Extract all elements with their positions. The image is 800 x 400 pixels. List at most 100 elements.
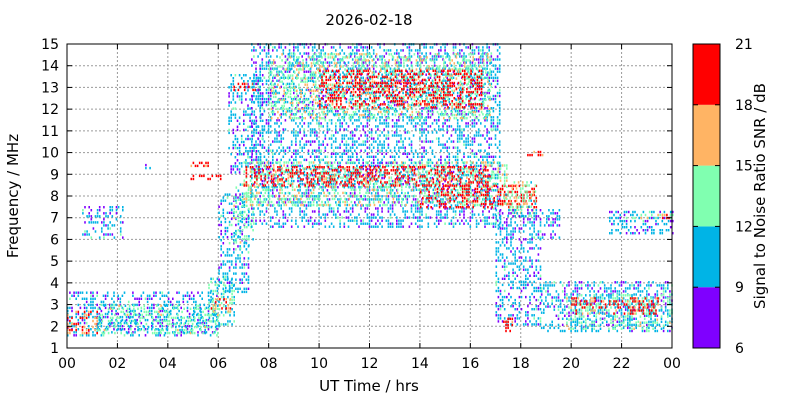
snr-cell [120, 304, 122, 307]
snr-cell [282, 82, 285, 86]
snr-cell [349, 161, 352, 165]
snr-cell [255, 189, 257, 192]
snr-cell [255, 122, 257, 125]
snr-cell [117, 297, 119, 300]
snr-cell [282, 149, 285, 152]
snr-cell [346, 86, 348, 89]
snr-cell [293, 161, 295, 165]
snr-cell [226, 260, 229, 263]
snr-cell [342, 77, 344, 80]
snr-cell [425, 198, 427, 201]
snr-cell [272, 110, 274, 113]
snr-cell [335, 73, 337, 76]
snr-cell [208, 325, 211, 329]
snr-cell [412, 103, 415, 107]
snr-cell [370, 137, 373, 140]
snr-cell [372, 58, 375, 61]
snr-cell [167, 315, 170, 319]
snr-cell [288, 116, 291, 119]
snr-cell [192, 174, 195, 178]
snr-cell [109, 209, 111, 212]
snr-cell [307, 149, 310, 152]
snr-cell [265, 119, 268, 122]
snr-cell [421, 61, 423, 64]
snr-cell [496, 125, 499, 128]
snr-cell [391, 100, 394, 104]
snr-cell [259, 201, 261, 204]
snr-cell [222, 199, 225, 202]
snr-cell [372, 213, 375, 216]
snr-cell [299, 155, 301, 158]
snr-cell [222, 289, 225, 293]
snr-cell [433, 155, 436, 158]
snr-cell [161, 318, 164, 322]
snr-cell [339, 82, 341, 86]
snr-cell [236, 165, 239, 168]
snr-cell [419, 216, 421, 219]
snr-cell [180, 334, 182, 337]
snr-cell [127, 315, 130, 319]
snr-cell [210, 325, 213, 329]
snr-cell [270, 107, 273, 111]
snr-cell [396, 198, 398, 201]
snr-cell [77, 322, 80, 326]
snr-cell [335, 49, 337, 52]
snr-cell [243, 113, 245, 116]
snr-cell [172, 307, 175, 310]
snr-cell [238, 162, 241, 165]
snr-cell [366, 155, 369, 158]
snr-cell [272, 140, 274, 143]
snr-cell [243, 287, 246, 290]
snr-cell [121, 306, 124, 310]
snr-cell [230, 236, 233, 239]
snr-cell [473, 137, 476, 140]
snr-cell [362, 116, 364, 119]
snr-cell [163, 318, 166, 322]
snr-cell [137, 328, 139, 332]
snr-cell [338, 95, 340, 99]
snr-cell [156, 319, 158, 323]
snr-cell [229, 314, 231, 317]
snr-cell [145, 163, 147, 167]
snr-cell [482, 113, 484, 116]
snr-cell [96, 294, 98, 297]
snr-cell [444, 122, 446, 125]
snr-cell [94, 322, 96, 326]
snr-cell [393, 146, 396, 149]
snr-cell [280, 183, 282, 186]
snr-cell [398, 198, 400, 201]
snr-cell [339, 46, 341, 49]
snr-cell [130, 309, 132, 313]
snr-cell [164, 331, 167, 335]
snr-cell [257, 198, 259, 201]
snr-cell [316, 222, 318, 225]
snr-cell [377, 179, 379, 183]
snr-cell [414, 216, 417, 219]
snr-cell [331, 110, 334, 114]
snr-cell [284, 170, 287, 174]
snr-cell [179, 322, 181, 326]
snr-cell [228, 86, 230, 89]
snr-cell [253, 55, 255, 58]
snr-cell [166, 304, 169, 307]
snr-cell [391, 58, 394, 61]
snr-cell [229, 310, 232, 313]
snr-cell [284, 192, 287, 195]
snr-cell [218, 278, 220, 281]
snr-cell [305, 143, 308, 146]
snr-cell [496, 176, 499, 180]
snr-cell [412, 204, 415, 207]
snr-cell [218, 217, 220, 221]
snr-cell [322, 143, 324, 146]
snr-cell [377, 152, 379, 155]
snr-cell [494, 189, 497, 192]
snr-cell [220, 266, 222, 269]
snr-cell [109, 322, 112, 326]
snr-cell [351, 143, 354, 146]
snr-cell [322, 88, 324, 92]
snr-cell [391, 107, 394, 110]
snr-cell [433, 91, 436, 95]
snr-cell [486, 192, 488, 195]
snr-cell [297, 49, 299, 52]
snr-cell [482, 213, 484, 216]
